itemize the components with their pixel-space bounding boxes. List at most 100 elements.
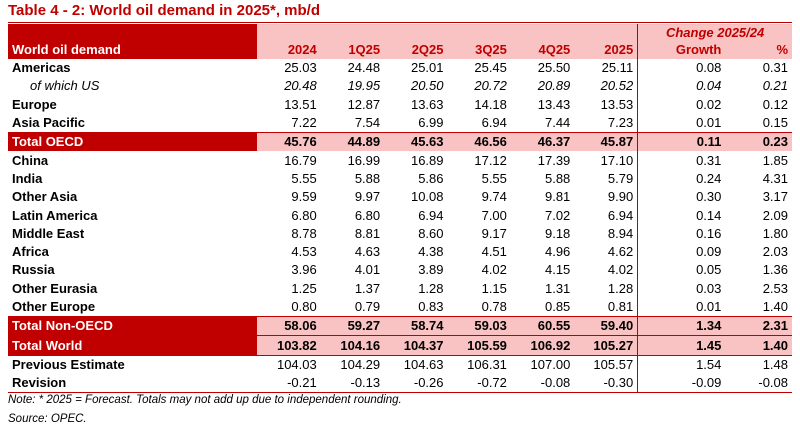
value-cell: 9.74	[481, 189, 507, 205]
col-header: 3Q25	[447, 41, 511, 59]
value-cell: 5.79	[607, 170, 634, 186]
table-row: China 16.79 16.99 16.89 17.12 17.39 17.10 0.31 1…	[8, 151, 792, 170]
growth-cell: 0.11	[637, 132, 726, 152]
value-cell: 25.50	[537, 60, 571, 76]
value-cell: 8.81	[354, 225, 381, 241]
title-rule	[8, 22, 792, 23]
growth-cell: 0.05	[637, 261, 726, 280]
table-row: Africa 4.53 4.63 4.38 4.51 4.96 4.62 0.09 2.03	[8, 242, 792, 262]
value-cell: 8.60	[418, 225, 444, 241]
value-cell: 4.51	[481, 244, 507, 260]
value-cell: 25.01	[410, 60, 444, 76]
growth-cell: 0.04	[637, 77, 726, 96]
value-cell: 25.03	[284, 60, 317, 76]
value-cell: 6.94	[418, 207, 444, 223]
value-cell: 5.88	[354, 170, 381, 186]
value-cell: 106.92	[510, 335, 575, 356]
value-cell: 103.82	[257, 335, 321, 356]
value-cell: 106.31	[447, 354, 511, 375]
value-cell: 20.72	[474, 78, 507, 94]
value-cell: 4.15	[544, 262, 571, 278]
value-cell: 46.56	[447, 132, 511, 152]
value-cell: 1.15	[481, 280, 507, 296]
growth-cell: 0.16	[637, 224, 726, 243]
row-label: Total OECD	[8, 132, 258, 152]
value-cell: 1.37	[354, 280, 381, 296]
value-cell: 5.55	[481, 170, 507, 186]
value-cell: 6.80	[354, 207, 381, 223]
row-label: Africa	[12, 244, 49, 260]
value-cell: 17.12	[474, 152, 507, 168]
value-cell: 17.39	[537, 152, 571, 168]
percent-cell: 2.09	[762, 207, 788, 223]
growth-cell: 0.01	[637, 297, 726, 317]
value-cell: 0.80	[291, 299, 317, 314]
value-cell: -0.08	[510, 374, 575, 394]
percent-cell: 1.36	[762, 262, 788, 278]
percent-header: %	[725, 41, 792, 59]
growth-cell: 0.24	[637, 169, 726, 189]
growth-header: Growth	[637, 41, 726, 59]
value-cell: 6.94	[481, 115, 507, 131]
value-cell: 45.63	[384, 132, 448, 152]
row-label: Asia Pacific	[12, 115, 85, 131]
value-cell: 9.59	[291, 189, 317, 205]
percent-cell: 1.40	[725, 335, 792, 356]
table-row: Other Europe 0.80 0.79 0.83 0.78 0.85 0.81 0.01…	[8, 297, 792, 317]
percent-cell: -0.08	[725, 374, 792, 394]
table-row: Asia Pacific 7.22 7.54 6.99 6.94 7.44 7.23 0.01…	[8, 113, 792, 133]
value-cell: 16.89	[410, 152, 444, 168]
value-cell: 20.52	[600, 78, 634, 94]
growth-cell: 0.14	[637, 206, 726, 225]
value-cell: 4.01	[354, 262, 381, 278]
value-cell: 4.38	[418, 244, 444, 260]
value-cell: -0.21	[257, 374, 321, 394]
table-row: Russia 3.96 4.01 3.89 4.02 4.15 4.02 0.05 1.36	[8, 261, 792, 280]
value-cell: 58.06	[257, 316, 321, 336]
value-cell: 45.76	[257, 132, 321, 152]
header-label: World oil demand	[8, 41, 258, 59]
value-cell: 60.55	[510, 316, 575, 336]
value-cell: 59.03	[447, 316, 511, 336]
value-cell: 25.11	[601, 60, 634, 76]
value-cell: 20.50	[410, 78, 444, 94]
row-label: Total World	[8, 335, 258, 356]
percent-cell: 2.03	[762, 244, 788, 260]
table-note: Note: * 2025 = Forecast. Totals may not …	[8, 394, 402, 406]
value-cell: 9.17	[481, 225, 507, 241]
table-row: Middle East 8.78 8.81 8.60 9.17 9.18 8.94 0.16 1…	[8, 224, 792, 243]
growth-cell: 1.34	[637, 316, 726, 336]
table-row: Revision -0.21 -0.13 -0.26 -0.72 -0.08 -0.30 -0…	[8, 374, 792, 394]
value-cell: 1.31	[544, 280, 571, 296]
percent-cell: 2.31	[725, 316, 792, 336]
row-label: India	[12, 170, 43, 186]
value-cell: 7.44	[544, 115, 571, 131]
col-header: 2Q25	[384, 41, 448, 59]
row-label: Other Asia	[12, 189, 78, 205]
value-cell: 4.62	[607, 244, 634, 260]
growth-cell: 0.09	[637, 242, 726, 262]
value-cell: 5.86	[418, 170, 444, 186]
growth-cell: 0.08	[637, 59, 726, 78]
value-cell: 0.85	[544, 299, 571, 314]
value-cell: 25.45	[474, 60, 507, 76]
value-cell: 1.28	[418, 280, 444, 296]
row-label: of which US	[30, 78, 100, 94]
table-row: Americas 25.03 24.48 25.01 25.45 25.50 25.11 0.…	[8, 59, 792, 78]
header-row: World oil demand 2024 1Q25 2Q25 3Q25 4Q2…	[8, 41, 792, 59]
value-cell: 3.96	[291, 262, 317, 278]
table-row: Latin America 6.80 6.80 6.94 7.00 7.02 6.94 0.1…	[8, 206, 792, 225]
growth-cell: 0.31	[637, 151, 726, 170]
value-cell: 17.10	[600, 152, 634, 168]
row-label: Middle East	[12, 225, 85, 241]
table-row: Total Non-OECD 58.06 59.27 58.74 59.03 60.55 5…	[8, 316, 792, 336]
col-header: 2025	[574, 41, 638, 59]
value-cell: 13.43	[537, 96, 571, 112]
percent-cell: 2.53	[762, 280, 788, 296]
value-cell: 7.54	[354, 115, 381, 131]
value-cell: 1.28	[607, 280, 634, 296]
percent-cell: 0.12	[762, 96, 788, 112]
value-cell: 5.88	[544, 170, 571, 186]
row-label: Latin America	[12, 207, 98, 223]
